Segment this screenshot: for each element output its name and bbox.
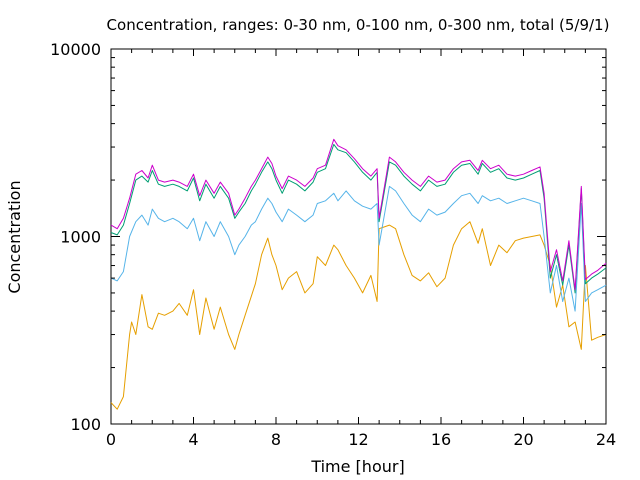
x-axis-label: Time [hour] bbox=[310, 457, 404, 476]
series-line-3 bbox=[110, 143, 607, 294]
x-tick-label: 0 bbox=[106, 430, 116, 449]
x-tick-label: 20 bbox=[513, 430, 533, 449]
y-tick-label: 10000 bbox=[50, 40, 101, 59]
x-tick-label: 16 bbox=[431, 430, 451, 449]
x-tick-label: 8 bbox=[271, 430, 281, 449]
x-tick-label: 24 bbox=[596, 430, 616, 449]
x-tick-label: 4 bbox=[188, 430, 198, 449]
y-tick-label: 100 bbox=[70, 415, 101, 434]
y-tick-label: 1000 bbox=[60, 228, 101, 247]
series-line-2 bbox=[110, 185, 607, 312]
series-layer bbox=[110, 138, 607, 410]
chart-title: Concentration, ranges: 0-30 nm, 0-100 nm… bbox=[107, 16, 610, 34]
x-tick-label: 12 bbox=[348, 430, 368, 449]
tick-layer: 0 4 8 12 16 20 24 100 1000 10000 bbox=[50, 40, 616, 449]
series-line-1 bbox=[110, 221, 607, 410]
y-axis-label: Concentration bbox=[5, 180, 24, 293]
series-line-4 bbox=[110, 138, 607, 291]
